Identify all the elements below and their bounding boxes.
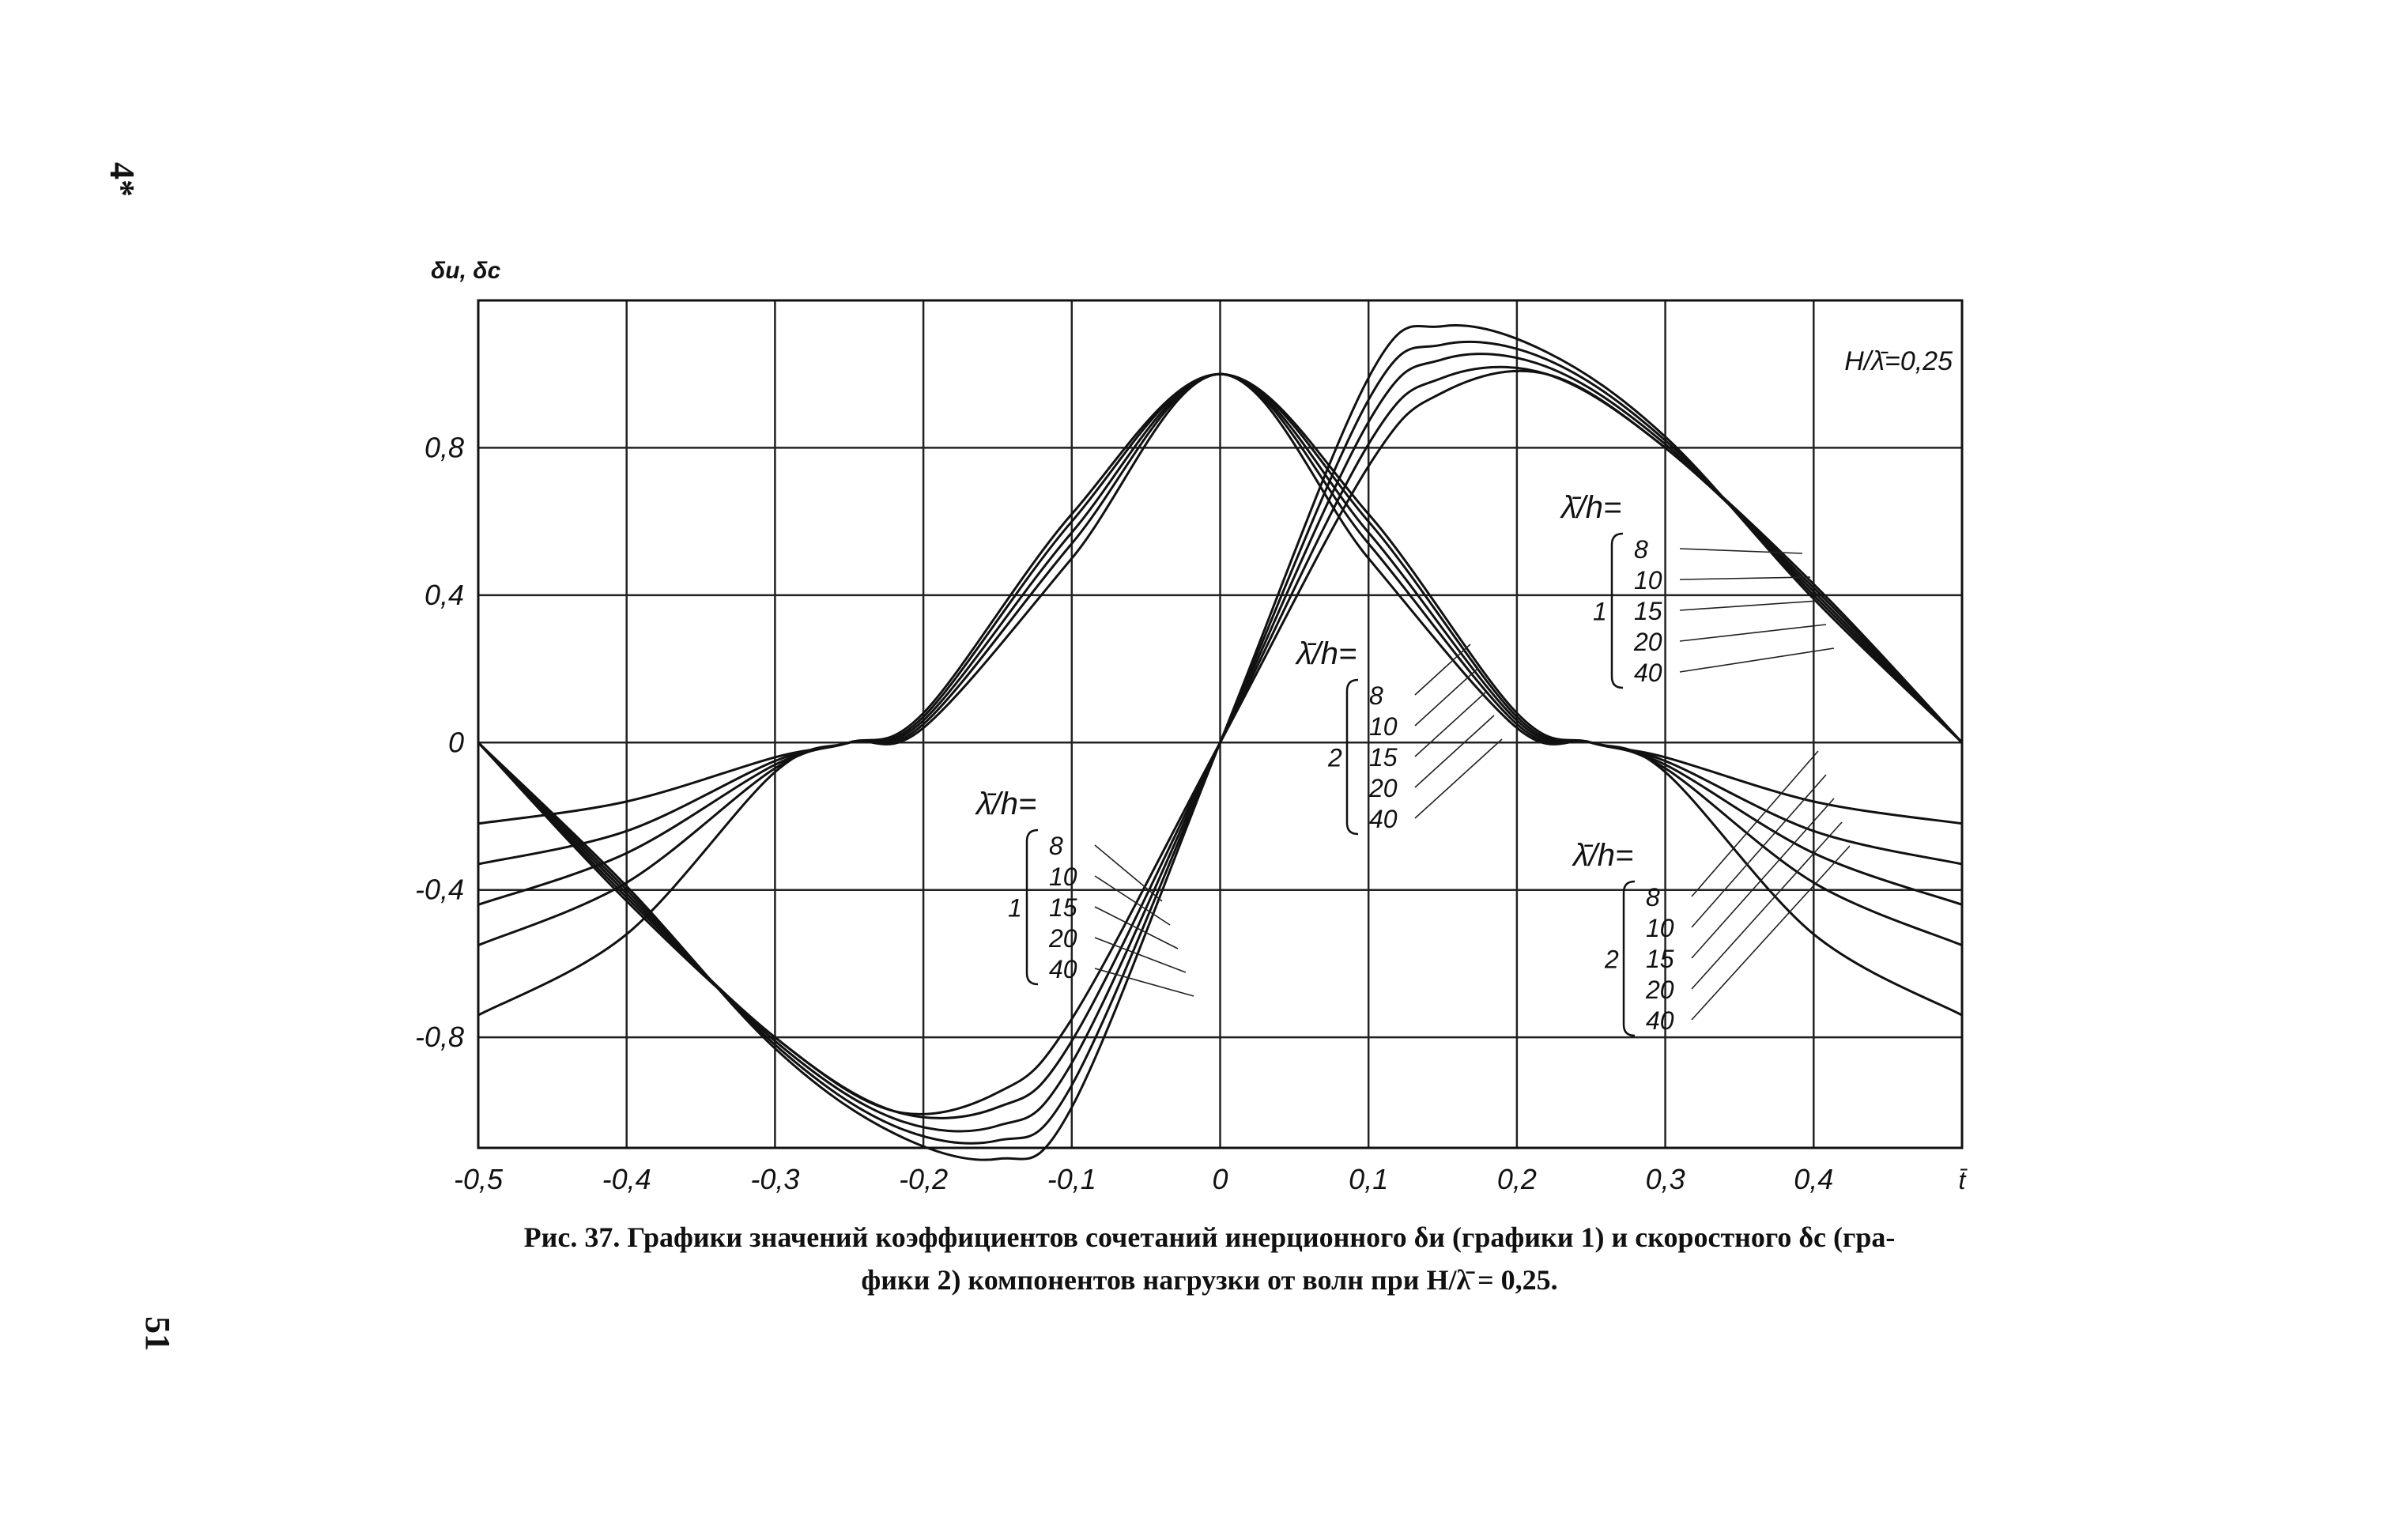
lambda-h-value-label: 40	[1049, 955, 1077, 983]
x-tick-label: -0,2	[899, 1163, 948, 1195]
leader-line	[1094, 906, 1179, 949]
figure-caption: Рис. 37. Графики значений коэффициентов …	[427, 1216, 1992, 1301]
leader-line	[1679, 600, 1819, 611]
page-number: 51	[138, 1316, 177, 1351]
lambda-h-value-label: 10	[1049, 862, 1077, 891]
series-line-group2-lh40	[477, 324, 1964, 1161]
plot-frame	[477, 299, 1964, 1149]
x-tick-label: 0,1	[1349, 1163, 1388, 1195]
lambda-h-value-label: 15	[1049, 893, 1077, 922]
lambda-h-value-label: 10	[1369, 712, 1398, 741]
lambda-h-header: λ̄/h=	[1572, 838, 1633, 873]
y-tick-label: -0,8	[415, 1021, 464, 1053]
chart-series	[477, 324, 1964, 1161]
ratio-annotation: H/λ̄=0,25	[1844, 346, 1953, 376]
leader-line	[1414, 691, 1487, 757]
leader-line	[1679, 624, 1827, 642]
axis-labels: -0,5 -0,4 -0,3 -0,2 -0,1 0 0,1 0,2 0,3 0,4 0,8 0,4 0…	[415, 258, 1968, 1195]
group-number-label: 1	[1008, 894, 1022, 923]
leader-line	[1691, 845, 1851, 1021]
lambda-h-value-label: 10	[1646, 914, 1674, 942]
lambda-h-value-label: 20	[1048, 924, 1077, 953]
leader-line	[1414, 738, 1503, 819]
lambda-h-header: λ̄/h=	[1295, 636, 1357, 671]
lambda-h-value-label: 8	[1049, 832, 1063, 860]
x-tick-label: -0,3	[750, 1163, 799, 1195]
leader-line	[1414, 644, 1471, 696]
leader-line	[1679, 548, 1803, 554]
x-tick-label: 0	[1212, 1163, 1228, 1195]
y-tick-label: 0	[448, 726, 464, 758]
lambda-h-value-label: 8	[1646, 883, 1660, 912]
group-number-label: 1	[1593, 598, 1607, 626]
lambda-h-value-label: 8	[1369, 681, 1383, 710]
y-tick-label: 0,8	[425, 431, 464, 463]
y-tick-label: 0,4	[425, 579, 464, 611]
caption-line-2: фики 2) компонентов нагрузки от волн при…	[861, 1264, 1558, 1296]
brace	[1622, 880, 1636, 1037]
leader-line	[1679, 576, 1811, 580]
caption-line-1: Рис. 37. Графики значений коэффициентов …	[523, 1221, 1896, 1253]
y-axis-label: δи, δс	[431, 258, 501, 284]
lambda-h-value-label: 8	[1634, 535, 1648, 564]
lambda-h-value-label: 15	[1634, 597, 1662, 625]
lambda-h-value-label: 20	[1368, 774, 1398, 802]
lambda-h-header: λ̄/h=	[1560, 490, 1621, 525]
lambda-h-value-label: 40	[1634, 659, 1662, 687]
lambda-h-value-label: 15	[1369, 743, 1398, 772]
leader-line	[1691, 750, 1819, 897]
lambda-h-value-label: 20	[1645, 976, 1674, 1004]
x-tick-label: 0,2	[1497, 1163, 1537, 1195]
series-line-group1-lh40	[477, 372, 1963, 1017]
x-tick-label: -0,1	[1047, 1163, 1096, 1195]
lambda-h-header: λ̄/h=	[975, 787, 1036, 821]
leader-line	[1414, 715, 1495, 788]
label-leader-lines	[1094, 548, 1851, 1021]
leader-line	[1691, 774, 1827, 928]
leader-line	[1094, 875, 1171, 926]
x-tick-label: -0,5	[454, 1163, 504, 1195]
x-tick-label: -0,4	[602, 1163, 651, 1195]
lambda-h-value-label: 40	[1646, 1006, 1674, 1035]
group-number-label: 2	[1604, 946, 1619, 974]
lambda-h-value-label: 40	[1369, 805, 1398, 833]
brace	[1610, 532, 1624, 689]
leader-line	[1691, 798, 1835, 959]
lambda-h-value-label: 15	[1646, 945, 1674, 973]
label-groups: λ̄/h=1810152040λ̄/h=2810152040λ̄/h=18101…	[975, 490, 1674, 1037]
x-tick-label: 0,4	[1794, 1163, 1833, 1195]
leader-line	[1691, 821, 1843, 990]
x-tick-label: 0,3	[1646, 1163, 1685, 1195]
leader-line	[1414, 667, 1479, 727]
brace	[1025, 829, 1039, 986]
y-tick-label: -0,4	[415, 874, 464, 906]
leader-line	[1679, 647, 1835, 673]
x-axis-label: t̄	[1959, 1166, 1968, 1195]
leader-line	[1094, 968, 1194, 997]
chart-grid	[477, 300, 1962, 1148]
lambda-h-value-label: 20	[1633, 628, 1662, 656]
brace	[1345, 678, 1359, 836]
lambda-h-value-label: 10	[1634, 566, 1662, 594]
leader-line	[1094, 844, 1163, 902]
leader-line	[1094, 937, 1187, 973]
group-number-label: 2	[1327, 744, 1342, 772]
